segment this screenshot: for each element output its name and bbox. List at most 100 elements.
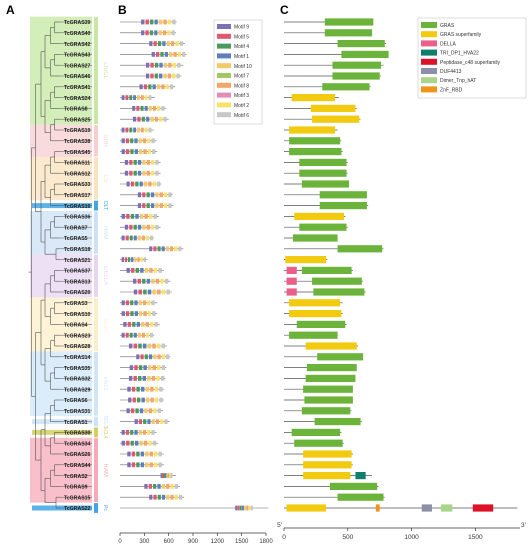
gene-label: TcGRAS36 [64,215,91,221]
clade-bar-dlt [94,200,98,211]
motif-box [145,397,150,403]
motif-box [141,397,145,403]
domain-box [440,504,453,512]
motif-box [121,149,125,154]
motif-box [121,257,124,262]
domain-box [303,472,351,480]
motif-box [135,268,140,273]
motif-box [133,343,138,349]
motif-box [164,278,169,284]
motif-legend-swatch [217,33,231,39]
domain-legend-label: GRAS [440,23,455,29]
domain-box [312,115,360,123]
axis-b-tick-label: 1200 [211,539,225,545]
motif-box [125,332,129,338]
domain-legend-frame [417,17,527,99]
motif-box [153,246,157,252]
motif-box [164,473,167,478]
motif-box [127,386,131,392]
gene-label: TcGRAS45 [64,150,91,156]
motif-box [161,354,165,360]
motif-box [144,106,148,111]
clade-band-ls [30,157,92,201]
clade-bar-scr [94,297,98,351]
motif-box [154,62,159,68]
clade-bar-pat1 [94,351,98,416]
motif-box [151,138,155,144]
motif-box [161,473,164,478]
gene-label: TcGRAS9 [64,485,88,491]
motif-box [148,181,152,187]
motif-box [157,408,162,414]
gene-label: TcGRAS20 [64,290,91,296]
motif-box [177,62,181,68]
motif-box [155,192,159,198]
motif-box [157,484,161,489]
motif-box [137,160,142,165]
motif-box [163,62,168,68]
motif-box [137,278,141,284]
gene-label: TcGRAS33 [64,182,91,188]
motif-box [139,214,144,219]
gene-label: TcGRAS18 [64,247,91,253]
motif-box [133,95,137,100]
domain-box [310,104,356,112]
motif-box [152,289,156,295]
motif-box [136,322,140,327]
motif-box [146,278,151,284]
gene-label: TcGRAS3 [64,301,88,307]
domain-box [303,450,352,458]
subfamily-label-dlt: DLT [102,201,108,210]
domain-box [289,126,336,134]
motif-box [129,224,133,230]
subfamily-label-scl4: SCL4 [102,426,108,439]
motif-box [135,408,139,414]
motif-box [131,462,136,468]
motif-box [124,170,129,176]
motif-legend-label: Motif 6 [234,113,249,119]
gene-label: TcGRAS11 [64,161,90,167]
motif-box [160,473,163,478]
motif-box [134,365,138,370]
clade-bar-ham [94,211,98,254]
motif-box [158,19,163,25]
motif-box [169,246,174,252]
motif-box [135,440,139,446]
motif-box [235,505,238,511]
motif-box [149,41,153,46]
domain-box [291,94,336,102]
motif-legend-label: Motif 8 [234,83,249,89]
motif-box [178,246,182,252]
motif-box [150,203,155,208]
gene-label: TcGRAS14 [64,355,91,361]
motif-legend-label: Motif 1 [234,54,249,60]
motif-box [147,300,151,306]
motif-box [248,505,251,511]
motif-box [126,408,130,414]
motif-box [154,116,159,122]
motif-box [147,376,151,381]
clade-band-ram [30,437,92,503]
motif-box [155,278,160,284]
motif-box [121,138,125,144]
motif-box [148,484,152,489]
motif-box [141,235,145,241]
motif-box [142,278,146,284]
motif-legend: Motif 9 Motif 5 Motif 4 Motif 1 Motif 10 Moti… [213,19,263,125]
domain-box [305,342,357,350]
domain-box [286,266,297,274]
subfamily-label-ham: HAM [102,226,108,239]
motif-box [152,106,157,111]
motif-box [130,214,135,219]
motif-box [126,268,130,273]
motif-box [146,170,150,176]
motif-box [128,376,133,381]
motif-box [135,214,139,219]
motif-box [134,138,138,144]
motif-box [163,473,166,478]
motif-box [161,289,166,295]
motif-box [157,494,161,500]
motif-box [138,300,142,306]
motif-box [151,419,155,424]
